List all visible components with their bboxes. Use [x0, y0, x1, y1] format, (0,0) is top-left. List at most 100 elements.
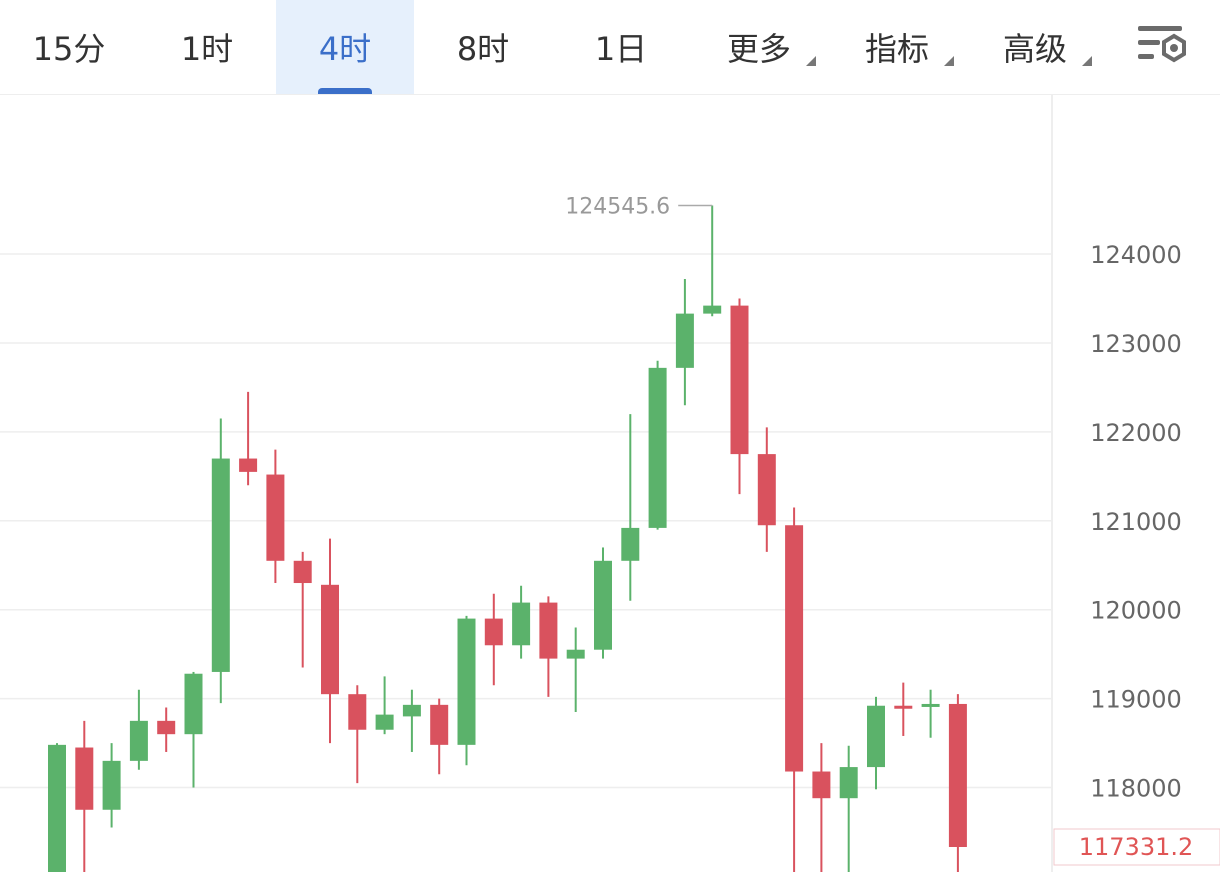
tab-8h[interactable]: 8时 — [414, 0, 552, 94]
candle-body — [512, 602, 531, 646]
price-tick-label: 120000 — [1090, 597, 1182, 625]
candle-body — [293, 560, 312, 584]
candle-down — [730, 298, 749, 495]
high-marker: 124545.6 — [565, 195, 713, 220]
candle-body — [539, 602, 558, 659]
tab-label: 高级 — [1002, 30, 1067, 68]
candle-body — [430, 704, 449, 745]
candle-down — [785, 507, 804, 872]
candle-down — [539, 596, 558, 697]
tab-advanced[interactable]: 高级 — [966, 0, 1104, 94]
candle-body — [867, 705, 885, 768]
tab-1h[interactable]: 1时 — [138, 0, 276, 94]
last-price-box — [1053, 828, 1220, 866]
candle-up — [102, 743, 121, 828]
candle-body — [839, 767, 858, 799]
tab-1d[interactable]: 1日 — [552, 0, 690, 94]
tab-more[interactable]: 更多 — [690, 0, 828, 94]
candle-up — [457, 615, 476, 766]
candle-up — [402, 689, 421, 752]
candle-up — [621, 414, 640, 601]
price-tick-label: 124000 — [1090, 241, 1182, 269]
tab-label: 更多 — [726, 30, 791, 68]
candle-up — [512, 585, 531, 659]
candle-down — [266, 449, 285, 584]
candle-up — [566, 627, 585, 712]
candle-body — [184, 673, 203, 735]
dropdown-caret-icon — [806, 56, 816, 66]
candle-body — [157, 720, 176, 735]
candle-body — [757, 454, 776, 526]
candle-up — [594, 547, 612, 659]
candle-body — [648, 367, 667, 528]
candle-body — [457, 618, 476, 745]
candle-down — [348, 685, 367, 784]
candle-body — [266, 474, 285, 561]
candle-body — [812, 771, 831, 799]
price-axis: 124000 123000 122000 121000 120000 119000 1180… — [1090, 241, 1182, 802]
candle-body — [921, 703, 940, 707]
candle-body — [594, 560, 612, 650]
price-tick-label: 123000 — [1090, 330, 1182, 358]
candle-body — [348, 694, 367, 730]
candle-body — [785, 525, 804, 772]
candle-up — [211, 418, 230, 704]
candle-body — [402, 704, 421, 717]
candle-down — [239, 391, 258, 486]
candle-down — [75, 720, 94, 872]
candle-body — [675, 313, 694, 368]
candle-body — [375, 714, 394, 730]
dropdown-caret-icon — [1082, 56, 1092, 66]
tab-indicators[interactable]: 指标 — [828, 0, 966, 94]
candle-up — [703, 205, 722, 317]
candle-up — [184, 671, 203, 788]
candle-down — [948, 694, 967, 872]
last-price-tag: 117331.2 — [1053, 828, 1220, 866]
candle-body — [321, 584, 339, 695]
candle-down — [757, 427, 776, 552]
candle-body — [239, 458, 258, 472]
candle-down — [157, 707, 176, 752]
candles — [48, 205, 967, 872]
candle-body — [484, 618, 503, 646]
chart-settings-button[interactable] — [1136, 22, 1188, 68]
candle-up — [839, 745, 858, 872]
chart-settings-icon — [1138, 26, 1186, 63]
candle-body — [48, 744, 66, 872]
dropdown-caret-icon — [944, 56, 954, 66]
tab-label: 8时 — [456, 30, 510, 68]
candle-body — [621, 527, 640, 561]
tab-label: 15分 — [32, 30, 106, 68]
candle-body — [102, 760, 121, 810]
price-tick-label: 122000 — [1090, 419, 1182, 447]
candle-body — [730, 305, 749, 455]
price-tick-label: 119000 — [1090, 686, 1182, 714]
timeframe-toolbar: 15分 1时 4时 8时 1日 更多 指标 高级 — [0, 0, 1220, 95]
candle-up — [675, 278, 694, 406]
candle-body — [75, 747, 94, 810]
tab-label: 1时 — [180, 30, 234, 68]
candle-down — [484, 593, 503, 686]
candle-body — [211, 458, 230, 672]
tab-label: 4时 — [318, 30, 372, 68]
price-tick-label: 118000 — [1090, 775, 1182, 803]
candle-body — [703, 305, 722, 314]
candle-down — [894, 682, 913, 736]
candle-body — [894, 705, 913, 709]
tab-15min[interactable]: 15分 — [0, 0, 138, 94]
candle-body — [566, 649, 585, 659]
tab-label: 指标 — [864, 30, 929, 68]
tab-label: 1日 — [594, 30, 648, 68]
candle-up — [921, 689, 940, 738]
grid-lines — [0, 253, 1052, 789]
candlestick-chart[interactable]: 124000 123000 122000 121000 120000 119000 1180… — [0, 94, 1220, 872]
candle-body — [948, 703, 967, 847]
tab-4h[interactable]: 4时 — [276, 0, 414, 94]
last-price-label: 117331.2 — [1079, 833, 1194, 861]
candle-up — [129, 689, 148, 770]
candle-down — [812, 743, 831, 872]
candle-up — [48, 743, 66, 872]
candle-up — [867, 696, 885, 790]
candle-up — [375, 676, 394, 735]
candle-down — [293, 551, 312, 668]
